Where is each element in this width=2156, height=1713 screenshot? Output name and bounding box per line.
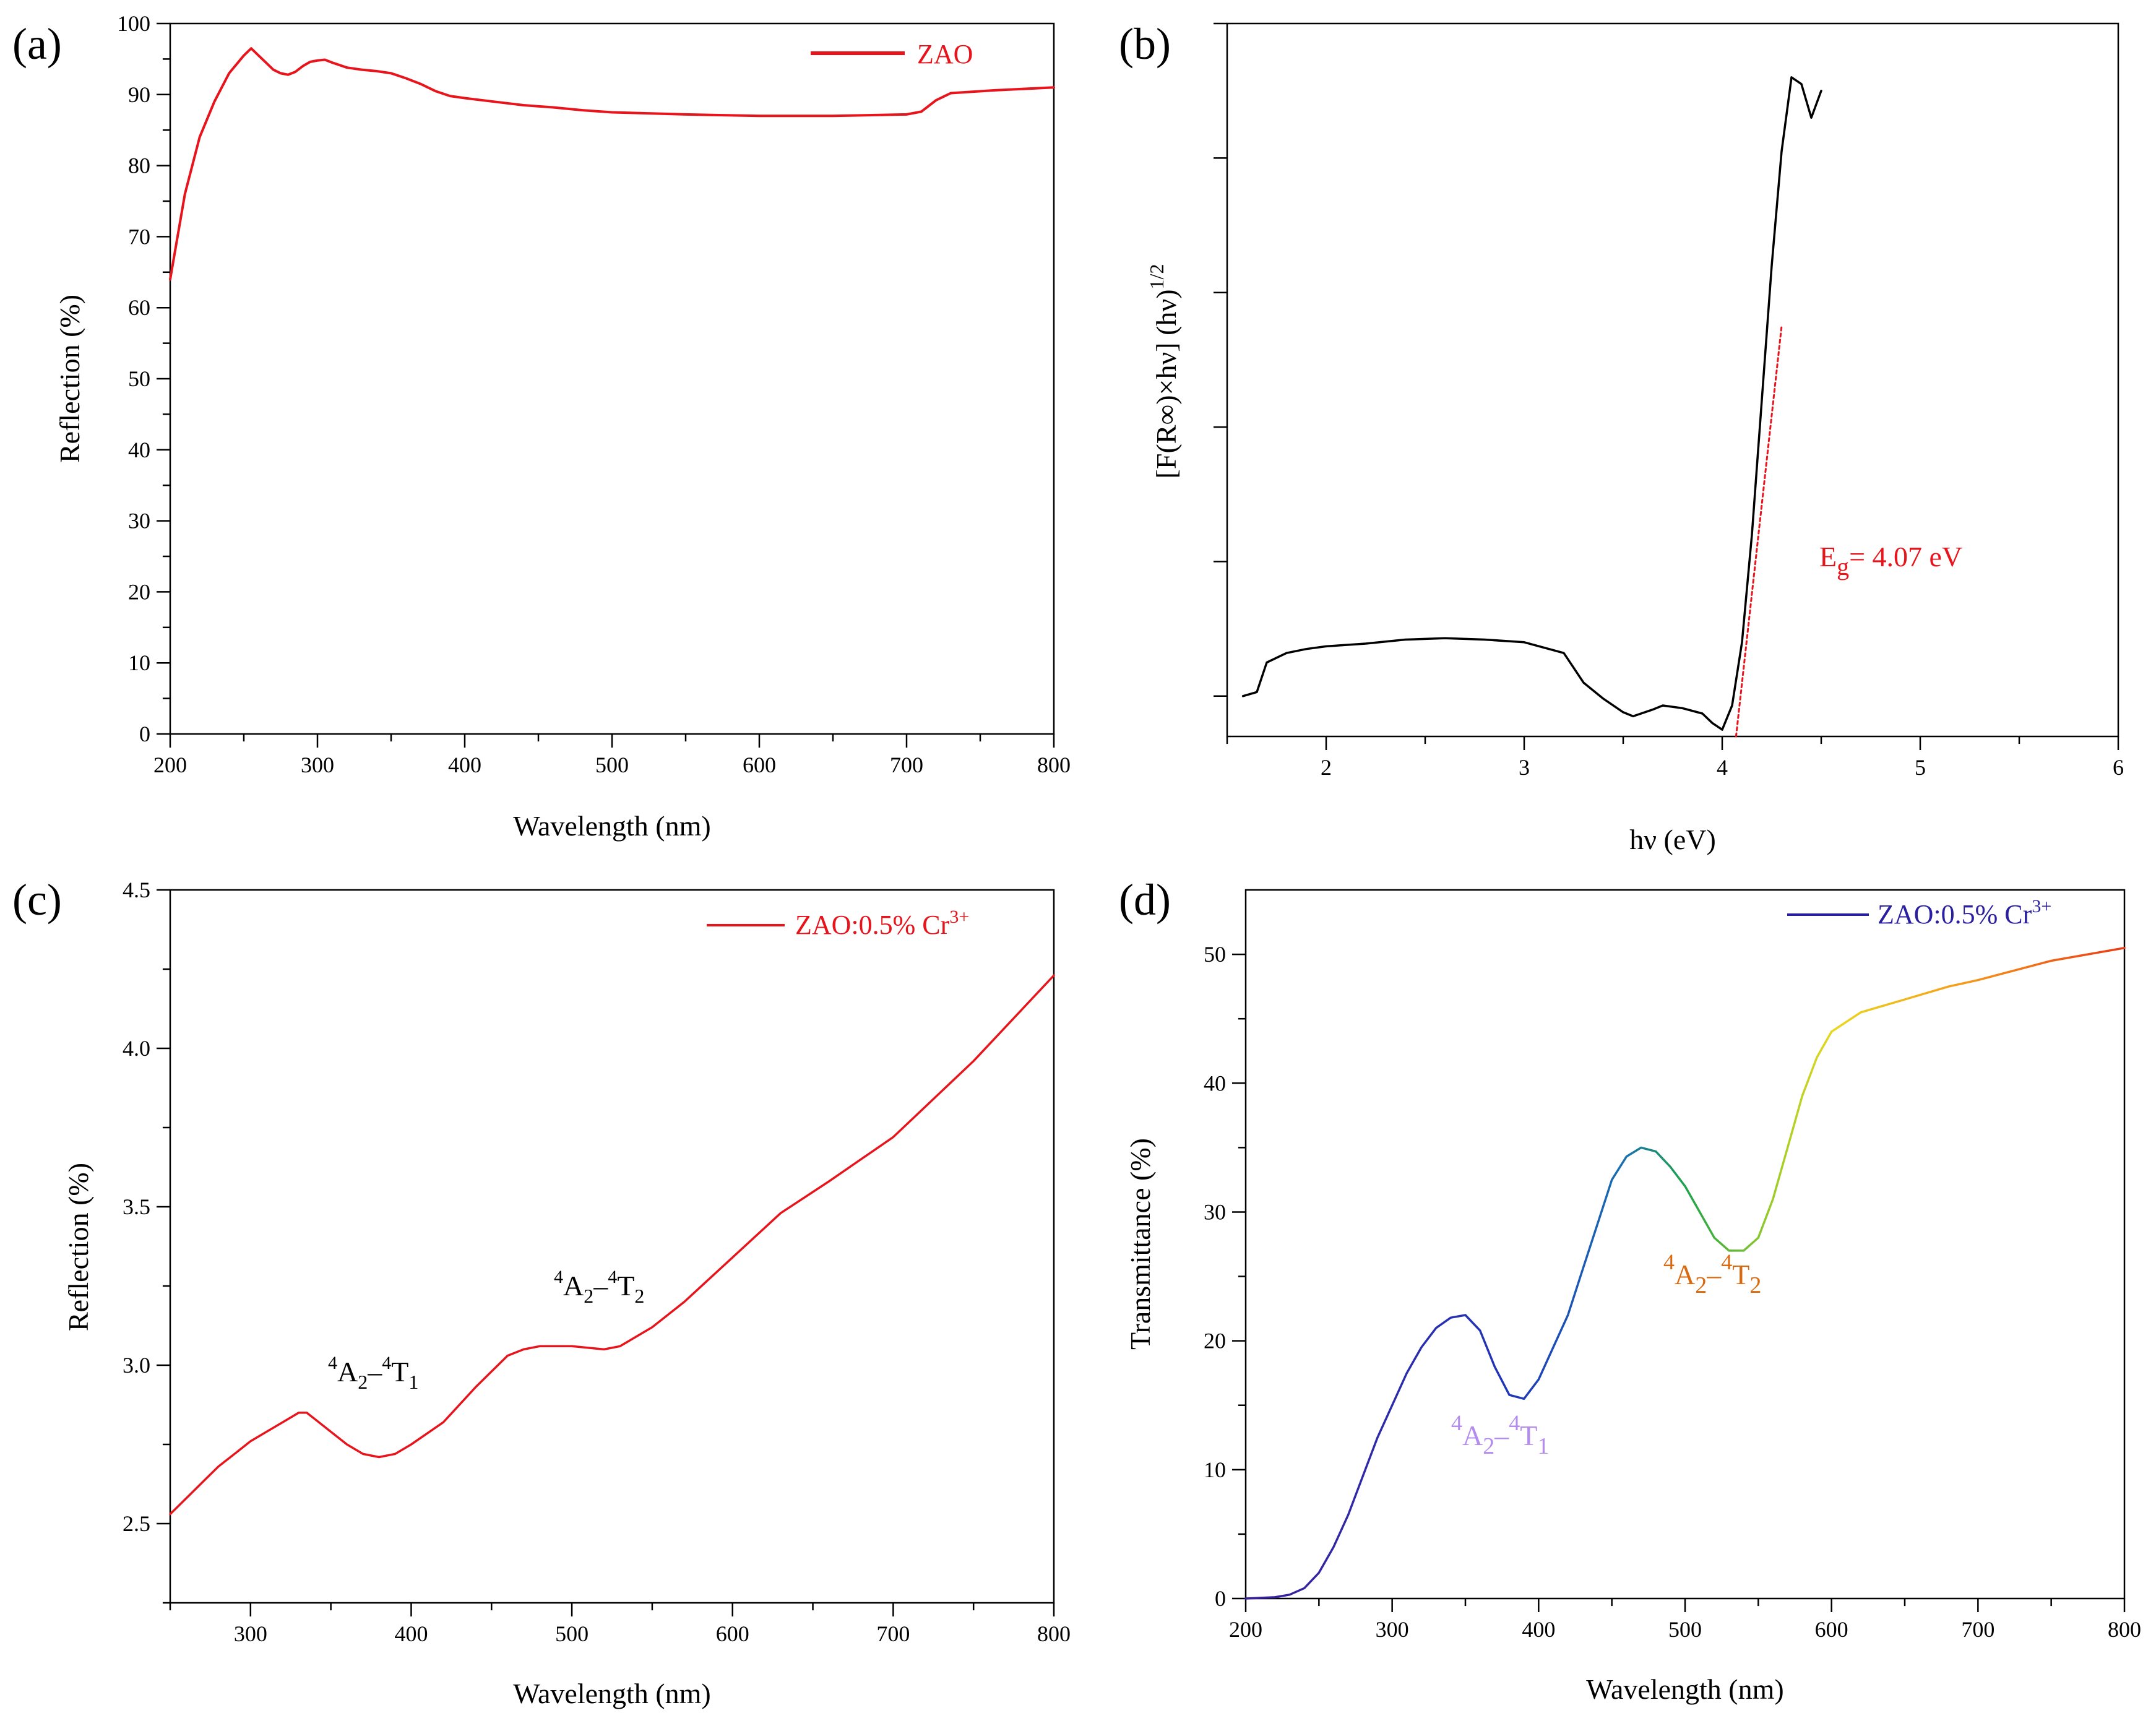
x-tick-label: 400: [1522, 1617, 1555, 1642]
panel-d-label: (d): [1119, 875, 1171, 925]
series-line-data: [1241, 76, 1822, 731]
panel-c-label: (c): [12, 875, 62, 925]
x-tick-label: 6: [2113, 755, 2124, 780]
panel-a: (a) 200 300 400 500 600 700 800 0 10 20 30 40 50 60 70…: [12, 11, 1071, 842]
panel-c-x-axis-label: Wavelength (nm): [513, 1678, 710, 1709]
panel-d: (d) 200 300 400 500 600 700 800 0 10 20 30 40 50 ZAO…: [1119, 875, 2141, 1705]
x-tick-label: 2: [1321, 755, 1332, 780]
panel-a-plot-frame: [169, 22, 1055, 735]
x-tick-label: 600: [743, 753, 776, 777]
x-tick-label: 700: [890, 753, 923, 777]
panel-b-label: (b): [1119, 19, 1171, 69]
y-tick-label: 90: [128, 82, 150, 107]
y-tick-label: 4.0: [123, 1036, 150, 1061]
panel-b-y-axis-label: [F(R∞)×hν] (hν)1/2: [1145, 264, 1182, 479]
x-tick-label: 4: [1717, 755, 1728, 780]
y-tick-label: 30: [128, 509, 150, 533]
x-tick-label: 300: [301, 753, 334, 777]
y-tick-label: 2.5: [123, 1511, 150, 1536]
panel-d-annotation-4a2-4t1: 4A2–4T1: [1451, 1410, 1549, 1459]
legend-label-d: ZAO:0.5% Cr3+: [1878, 896, 2051, 930]
x-tick-label: 800: [1037, 1621, 1071, 1646]
panel-b-x-axis-label: hν (eV): [1629, 824, 1716, 855]
y-tick-label: 40: [1204, 1071, 1226, 1095]
x-tick-label: 700: [1961, 1617, 1994, 1642]
panel-d-legend: ZAO:0.5% Cr3+: [1787, 896, 2051, 930]
legend-label-zao: ZAO: [917, 39, 973, 69]
series-line-zao-0-5-cr3-: [169, 974, 1055, 1516]
panel-c-y-axis-label: Reflection (%): [63, 1163, 94, 1331]
panel-d-y-axis-label: Transmittance (%): [1124, 1138, 1156, 1350]
x-tick-label: 3: [1519, 755, 1530, 780]
legend-label-cr: ZAO:0.5% Cr3+: [795, 907, 969, 940]
panel-d-x-axis-label: Wavelength (nm): [1586, 1673, 1783, 1705]
x-tick-label: 300: [1376, 1617, 1409, 1642]
x-tick-label: 700: [876, 1621, 910, 1646]
series-line-zao: [169, 47, 1055, 281]
panel-c-plot-frame: [169, 889, 1055, 1604]
panel-a-legend: ZAO: [811, 39, 973, 69]
panel-b-y-axis-label-main: [F(R∞)×hν] (hν): [1150, 289, 1182, 478]
panel-b-plot-frame: [1226, 22, 2119, 738]
y-tick-label: 0: [1215, 1586, 1226, 1611]
y-tick-label: 40: [128, 438, 150, 462]
x-tick-label: 300: [234, 1621, 267, 1646]
y-tick-label: 80: [128, 153, 150, 178]
panel-b-y-axis-label-sup: 1/2: [1145, 264, 1168, 290]
panel-c-legend: ZAO:0.5% Cr3+: [707, 907, 969, 940]
x-tick-label: 800: [2108, 1617, 2141, 1642]
bandgap-annotation: Eg= 4.07 eV: [1819, 541, 1962, 580]
panel-d-series: [1244, 946, 2126, 1600]
y-tick-label: 3.0: [123, 1353, 150, 1378]
panel-c-series: [169, 974, 1055, 1516]
y-tick-label: 60: [128, 295, 150, 320]
panel-d-plot-frame: [1244, 889, 2126, 1600]
panel-d-annotation-4a2-4t2: 4A2–4T2: [1663, 1249, 1761, 1298]
x-tick-label: 600: [1815, 1617, 1848, 1642]
y-tick-label: 30: [1204, 1199, 1226, 1224]
y-tick-label: 50: [1204, 942, 1226, 967]
series-line-linear-fit: [1735, 325, 1783, 738]
panel-b: (b) 2 3 4 5 6 hν (eV) [F(R∞)×hν] (hν)1/2 Eg=…: [1119, 19, 2124, 855]
y-tick-label: 20: [128, 579, 150, 604]
panel-c: (c) 300 400 500 600 700 800 2.5 3.0 3.5 4.0 4.5 ZA…: [12, 875, 1071, 1709]
panel-a-y-axis-label: Reflection (%): [54, 295, 85, 463]
panel-a-series: [169, 47, 1055, 281]
y-tick-label: 100: [117, 11, 150, 36]
panel-c-annotation-4a2-4t1: 4A2–4T1: [328, 1353, 418, 1393]
panel-c-annotation-4a2-4t2: 4A2–4T2: [554, 1267, 644, 1307]
y-tick-label: 70: [128, 224, 150, 249]
panel-c-ticks: 300 400 500 600 700 800 2.5 3.0 3.5 4.0 4.5: [123, 878, 1071, 1646]
y-tick-label: 4.5: [123, 878, 150, 902]
x-tick-label: 400: [448, 753, 481, 777]
panel-a-x-axis-label: Wavelength (nm): [513, 810, 710, 842]
x-tick-label: 200: [153, 753, 187, 777]
x-tick-label: 500: [555, 1621, 589, 1646]
panel-b-series: [1241, 76, 1822, 738]
y-tick-label: 3.5: [123, 1194, 150, 1219]
y-tick-label: 20: [1204, 1329, 1226, 1353]
x-tick-label: 500: [1668, 1617, 1702, 1642]
panel-b-ticks: 2 3 4 5 6: [1214, 22, 2124, 780]
y-tick-label: 10: [128, 650, 150, 675]
y-tick-label: 0: [139, 722, 150, 746]
x-tick-label: 600: [716, 1621, 749, 1646]
panel-d-ticks: 200 300 400 500 600 700 800 0 10 20 30 40 50: [1204, 942, 2141, 1642]
y-tick-label: 50: [128, 366, 150, 391]
x-tick-label: 500: [595, 753, 629, 777]
series-line-zao-0-5-cr3-: [1244, 946, 2126, 1600]
panel-a-label: (a): [12, 19, 62, 69]
x-tick-label: 400: [394, 1621, 428, 1646]
x-tick-label: 800: [1037, 753, 1071, 777]
panel-a-ticks: 200 300 400 500 600 700 800 0 10 20 30 40 50 60 70 80 90…: [117, 11, 1071, 777]
x-tick-label: 5: [1915, 755, 1926, 780]
y-tick-label: 10: [1204, 1457, 1226, 1482]
x-tick-label: 200: [1229, 1617, 1262, 1642]
